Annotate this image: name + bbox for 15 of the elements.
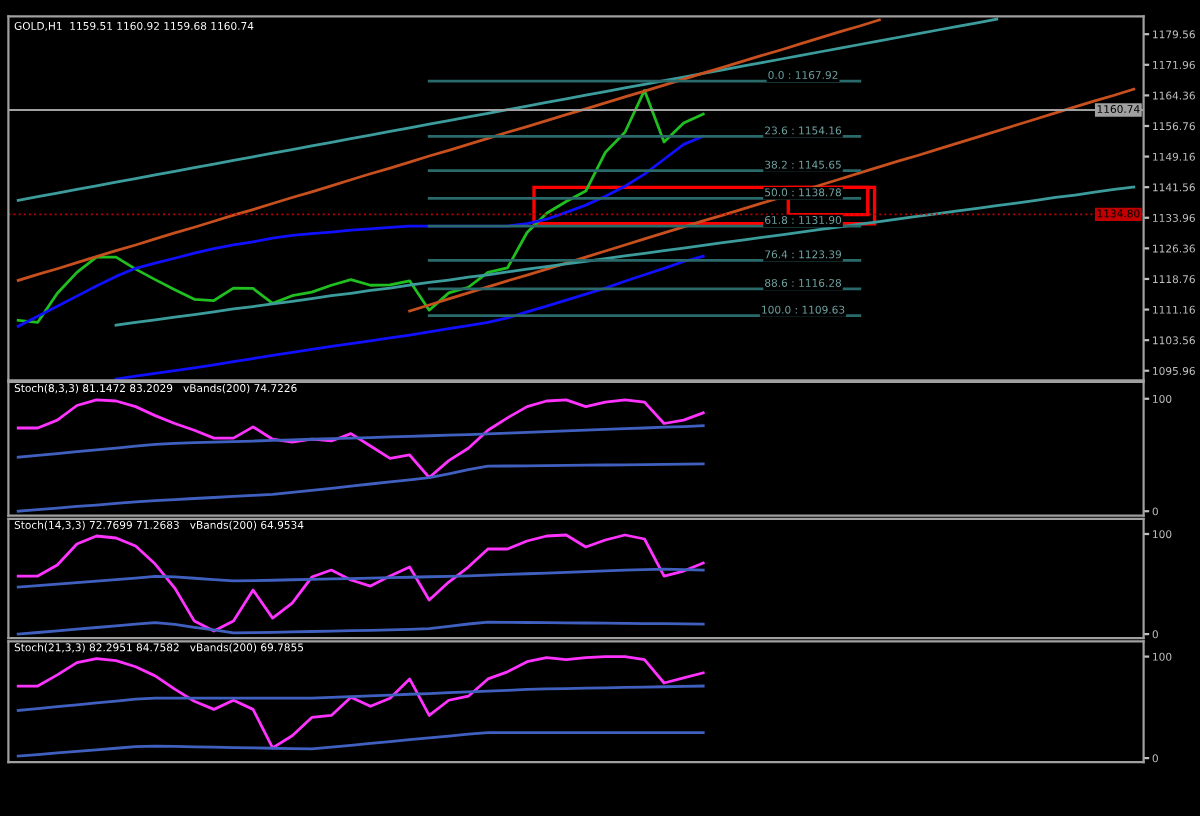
line-series <box>408 87 1136 313</box>
line-series <box>16 424 705 459</box>
line-series <box>16 533 705 633</box>
line-series <box>16 398 705 479</box>
line-series <box>16 567 705 589</box>
line-series <box>16 18 881 282</box>
line-series <box>16 462 705 513</box>
line-series <box>16 620 705 636</box>
line-series <box>114 254 705 381</box>
line-series <box>16 655 705 750</box>
line-series <box>114 185 1136 327</box>
line-series <box>16 731 705 758</box>
line-series <box>16 89 705 324</box>
line-series <box>16 684 705 712</box>
line-series <box>16 17 999 202</box>
